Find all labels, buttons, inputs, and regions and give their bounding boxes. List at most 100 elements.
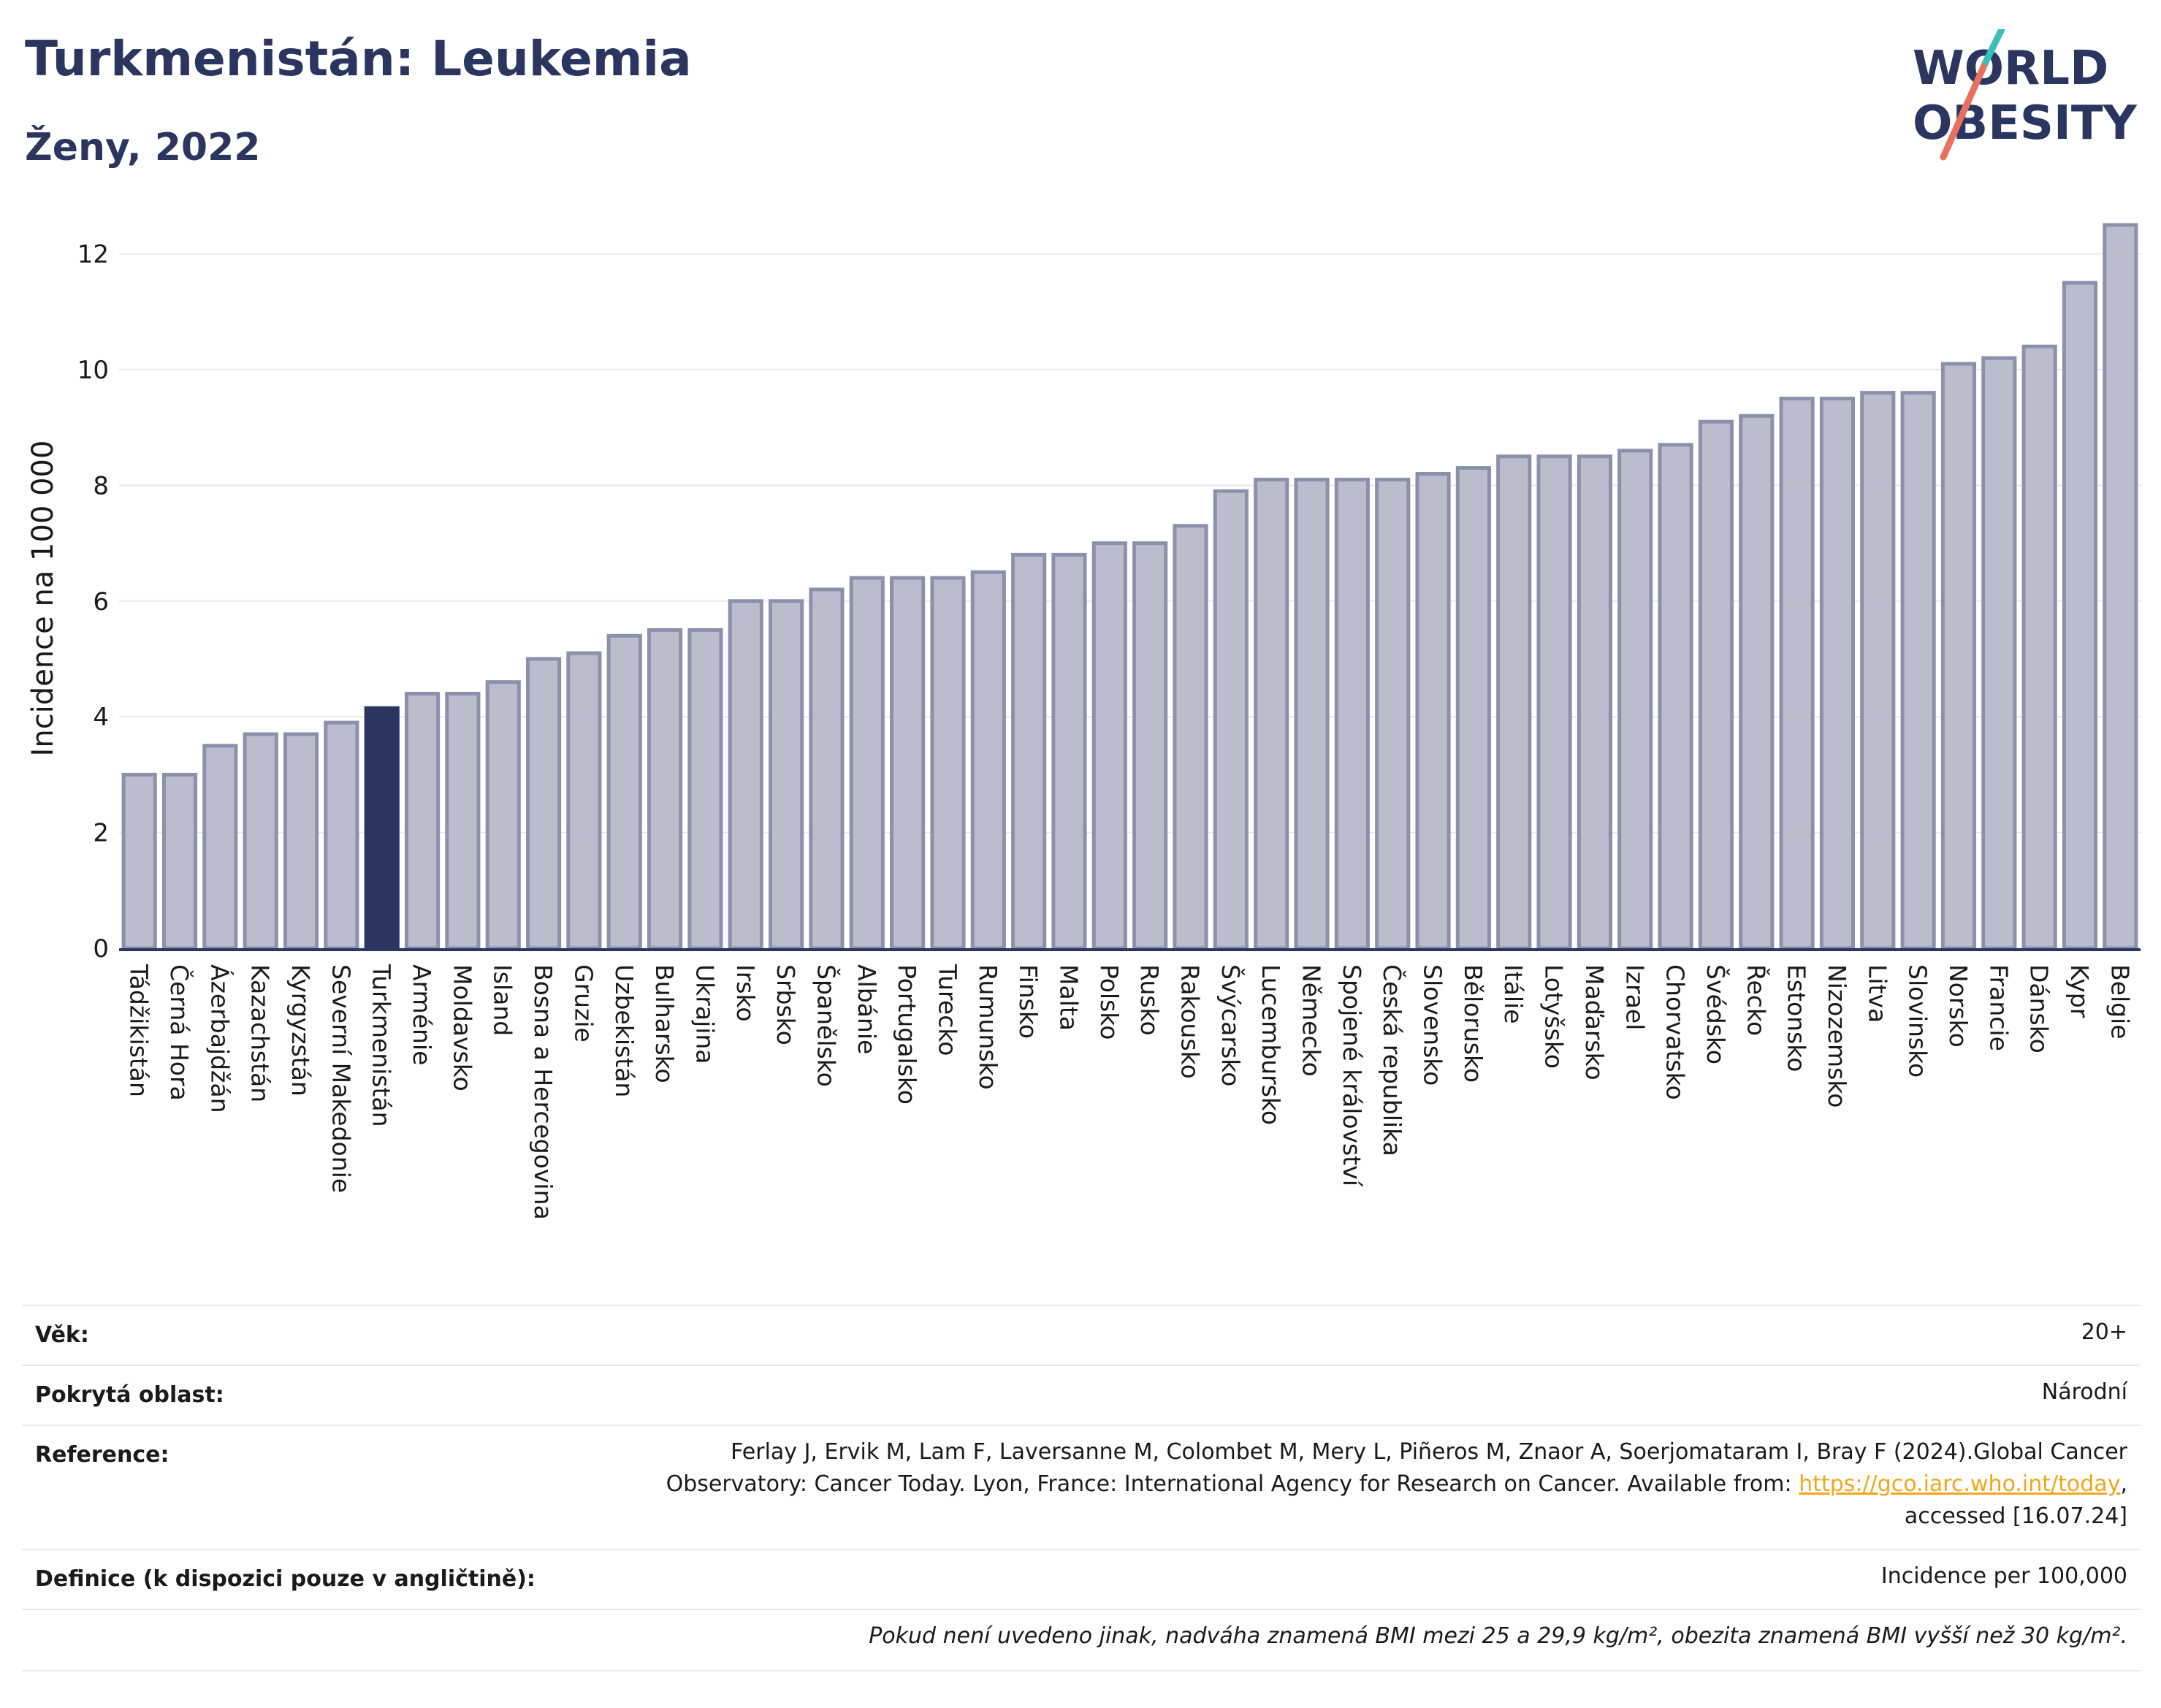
- y-tick-label: 12: [77, 240, 109, 270]
- logo-slash-red: [1940, 58, 1989, 161]
- bar-25: [1132, 541, 1168, 950]
- bar-8: [445, 691, 481, 950]
- x-tick-label: Nizozemsko: [1823, 964, 1851, 1107]
- x-tick-label: Lotyšsko: [1540, 964, 1569, 1069]
- bar-21: [970, 570, 1006, 950]
- x-tick-label: Lucembursko: [1257, 964, 1285, 1125]
- x-tick-label: Litva: [1863, 964, 1891, 1023]
- x-tick-label: Turkmenistán: [367, 964, 396, 1127]
- info-row-note: Pokud není uvedeno jinak, nadváha znamen…: [22, 1609, 2141, 1671]
- bar-6: [364, 706, 400, 950]
- bar-5: [324, 720, 359, 950]
- x-tick-label: Uzbekistán: [610, 964, 639, 1097]
- x-tick-label: Rusko: [1135, 964, 1164, 1036]
- x-axis-labels: Tádžikistán Černá Hora Ázerbajdžán Kazachst…: [125, 964, 2135, 1220]
- reference-line-2-end: ,: [2120, 1471, 2127, 1497]
- bar-33: [1455, 466, 1491, 950]
- bar-4: [283, 732, 319, 950]
- bar-31: [1375, 477, 1411, 950]
- bar-2: [202, 744, 238, 950]
- bar-35: [1536, 454, 1572, 950]
- x-tick-label: Turecko: [933, 964, 961, 1056]
- reference-link[interactable]: https://gco.iarc.who.int/today: [1799, 1471, 2121, 1497]
- bar-47: [2021, 344, 2057, 950]
- bars: [121, 223, 2138, 950]
- info-row-area: Pokrytá oblast: Národní: [22, 1365, 2141, 1426]
- bar-13: [647, 628, 683, 950]
- y-axis-ticks: 0 2 4 6 8 10 12: [77, 240, 109, 964]
- bar-45: [1940, 362, 1977, 950]
- bar-38: [1658, 443, 1693, 950]
- x-tick-label: Severní Makedonie: [327, 964, 355, 1193]
- x-tick-label: Gruzie: [569, 964, 598, 1042]
- y-tick-label: 6: [93, 587, 109, 617]
- reference-value: Ferlay J, Ervik M, Lam F, Laversanne M, …: [666, 1436, 2127, 1533]
- x-tick-label: Island: [489, 964, 517, 1036]
- x-tick-label: Moldavsko: [448, 964, 476, 1091]
- bmi-note: Pokud není uvedeno jinak, nadváha znamen…: [869, 1623, 2127, 1649]
- x-tick-label: Malta: [1054, 964, 1083, 1031]
- bar-chart: 0 2 4 6 8 10 12 Tádžikistán Černá Hora Ázerbajdž…: [26, 223, 2141, 1220]
- x-tick-label: Rakousko: [1176, 964, 1205, 1079]
- bar-16: [769, 599, 804, 950]
- bar-22: [1011, 552, 1047, 950]
- bar-18: [849, 576, 885, 950]
- info-row-definition: Definice (k dispozici pouze v angličtině…: [22, 1549, 2141, 1610]
- reference-line-1: Ferlay J, Ervik M, Lam F, Laversanne M, …: [731, 1439, 2127, 1465]
- x-tick-label: Slovensko: [1419, 964, 1447, 1086]
- bar-15: [728, 599, 763, 950]
- bar-11: [566, 651, 602, 950]
- x-tick-label: Belgie: [2105, 964, 2134, 1040]
- reference-line-2: Observatory: Cancer Today. Lyon, France:…: [666, 1468, 2127, 1501]
- x-tick-label: Finsko: [1014, 964, 1043, 1039]
- x-tick-label: Slovinsko: [1904, 964, 1932, 1078]
- bar-23: [1051, 552, 1087, 950]
- x-tick-label: Bulharsko: [650, 964, 679, 1083]
- x-tick-label: Bosna a Hercegovina: [529, 964, 557, 1220]
- x-tick-label: Kyrgyzstán: [286, 964, 315, 1097]
- x-tick-label: Albánie: [853, 964, 881, 1054]
- bar-49: [2103, 223, 2138, 950]
- x-tick-label: Spojené království: [1338, 964, 1366, 1188]
- bar-3: [243, 732, 278, 950]
- x-tick-label: Ázerbajdžán: [205, 964, 235, 1113]
- area-label: Pokrytá oblast:: [35, 1382, 224, 1408]
- bar-34: [1496, 454, 1532, 950]
- x-tick-label: Německo: [1297, 964, 1326, 1077]
- x-tick-label: Bělorusko: [1459, 964, 1487, 1083]
- x-tick-label: Černá Hora: [165, 964, 194, 1101]
- bar-48: [2062, 281, 2098, 950]
- x-tick-label: Španělsko: [812, 964, 841, 1087]
- x-tick-label: Srbsko: [771, 964, 800, 1045]
- page-subtitle: Ženy, 2022: [25, 126, 261, 169]
- bar-32: [1415, 472, 1451, 950]
- y-tick-label: 8: [93, 471, 109, 500]
- x-tick-label: Chorvatsko: [1661, 964, 1690, 1100]
- bar-36: [1577, 454, 1612, 950]
- bar-1: [161, 772, 198, 950]
- logo-slash-teal: [1982, 29, 2005, 66]
- bar-9: [485, 680, 521, 950]
- y-tick-label: 0: [93, 934, 109, 964]
- x-tick-label: Švýcarsko: [1216, 964, 1246, 1086]
- x-tick-label: Portugalsko: [893, 964, 921, 1105]
- reference-line-3: accessed [16.07.24]: [1904, 1503, 2127, 1529]
- bar-28: [1254, 477, 1289, 950]
- age-label: Věk:: [35, 1322, 89, 1348]
- bar-0: [121, 772, 157, 950]
- bar-40: [1739, 413, 1775, 950]
- bar-39: [1698, 419, 1734, 950]
- bar-14: [687, 628, 723, 950]
- y-tick-label: 2: [93, 819, 109, 848]
- x-tick-label: Švédsko: [1701, 964, 1731, 1064]
- x-tick-label: Rumunsko: [974, 964, 1002, 1090]
- x-tick-label: Estonsko: [1783, 964, 1811, 1072]
- bar-20: [930, 576, 966, 950]
- x-tick-label: Řecko: [1742, 964, 1771, 1036]
- bar-17: [809, 587, 845, 950]
- reference-label: Reference:: [35, 1442, 169, 1468]
- x-tick-label: Itálie: [1499, 964, 1528, 1024]
- bar-30: [1334, 477, 1370, 950]
- bar-24: [1091, 541, 1127, 950]
- bar-26: [1173, 524, 1208, 950]
